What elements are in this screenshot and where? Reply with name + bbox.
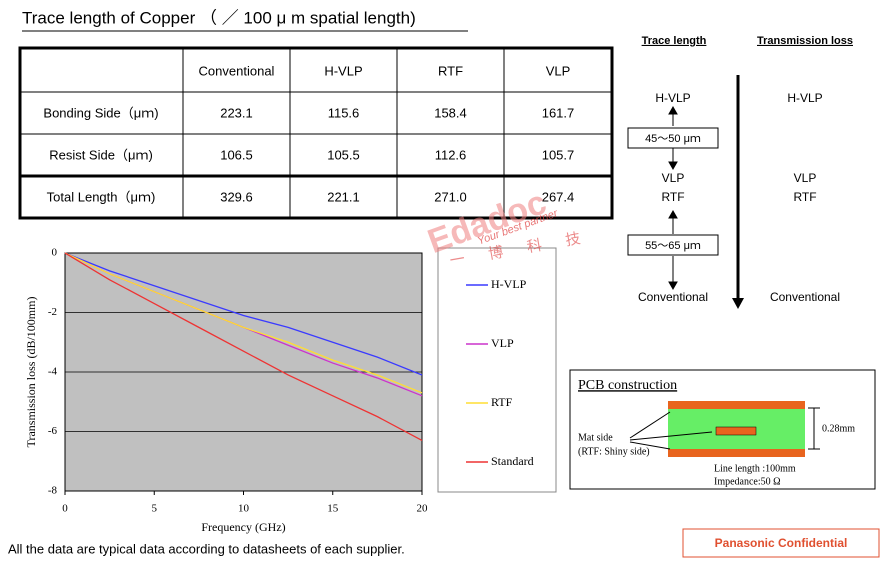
legend-label: RTF [491, 395, 513, 409]
gap-box [627, 127, 719, 149]
series-line [64, 252, 423, 394]
pcb-trace [715, 426, 757, 436]
loss-label: RTF [793, 190, 816, 204]
x-axis-label: Frequency (GHz) [201, 520, 285, 534]
legend-label: VLP [491, 336, 514, 350]
gap-label: 45～50 μｍ [645, 133, 701, 145]
arrow-head [732, 298, 744, 309]
footnote: All the data are typical data according … [8, 541, 405, 556]
column-header: H-VLP [324, 63, 362, 78]
trace-label: H-VLP [655, 91, 690, 105]
y-tick-label: -2 [48, 306, 57, 318]
diagram-header: Trace length [642, 35, 707, 47]
cell: 112.6 [435, 147, 467, 162]
pcb-label: Impedance:50 Ω [714, 476, 781, 487]
gap-label: 55～65 μｍ [645, 240, 701, 252]
trace-arrows [668, 105, 678, 291]
cell: 105.5 [327, 147, 360, 162]
y-tick-label: -6 [48, 425, 58, 437]
row-header: Total Length（μｍ) [47, 189, 156, 204]
pcb-pointers [629, 407, 820, 450]
cell: 221.1 [327, 189, 360, 204]
loss-label: Conventional [770, 290, 840, 304]
cell: 161.7 [542, 105, 575, 120]
pcb-label: Line length :100mm [714, 463, 796, 474]
y-tick-label: -4 [48, 366, 58, 378]
pcb-title: PCB construction [578, 378, 677, 393]
cell: 223.1 [220, 105, 253, 120]
cell: 106.5 [220, 147, 253, 162]
x-tick-label: 5 [152, 503, 158, 515]
y-axis-label: Transmission loss (dB/100mm) [24, 297, 38, 448]
legend-box [437, 247, 557, 493]
row-header: Resist Side（μｍ) [49, 147, 153, 162]
column-header: VLP [546, 63, 571, 78]
x-tick-label: 10 [238, 503, 250, 515]
trace-label: RTF [661, 190, 684, 204]
table-frame [18, 46, 614, 220]
pcb-label: (RTF: Shiny side) [578, 446, 650, 457]
row-header: Bonding Side（μｍ) [43, 105, 158, 120]
diagram-header: Transmission loss [757, 35, 853, 47]
cell: 329.6 [220, 189, 253, 204]
loss-label: H-VLP [787, 91, 822, 105]
loss-label: VLP [794, 171, 817, 185]
series-line [64, 252, 423, 376]
column-header: Conventional [199, 63, 275, 78]
slide-title: Trace length of Copper （ ／ 100 μ m spati… [22, 8, 416, 27]
cell: 105.7 [542, 147, 575, 162]
column-header: RTF [438, 63, 463, 78]
trace-label: Conventional [638, 290, 708, 304]
confidential: Panasonic Confidential [715, 536, 848, 550]
cell: 115.6 [328, 105, 360, 120]
confidential-box [682, 528, 880, 558]
pcb-label: Mat side [578, 432, 613, 443]
gap-box [627, 234, 719, 256]
legend-label: H-VLP [491, 277, 527, 291]
y-tick-label: -8 [48, 485, 58, 497]
pcb-label: 0.28mm [822, 423, 855, 434]
cell: 271.0 [434, 189, 467, 204]
x-tick-label: 15 [327, 503, 339, 515]
series-line [64, 252, 423, 441]
cell: 158.4 [434, 105, 467, 120]
y-tick-label: 0 [52, 247, 58, 259]
legend-label: Standard [491, 454, 534, 468]
x-tick-label: 0 [62, 503, 68, 515]
trace-label: VLP [662, 171, 685, 185]
x-tick-label: 20 [417, 503, 429, 515]
cell: 267.4 [542, 189, 575, 204]
